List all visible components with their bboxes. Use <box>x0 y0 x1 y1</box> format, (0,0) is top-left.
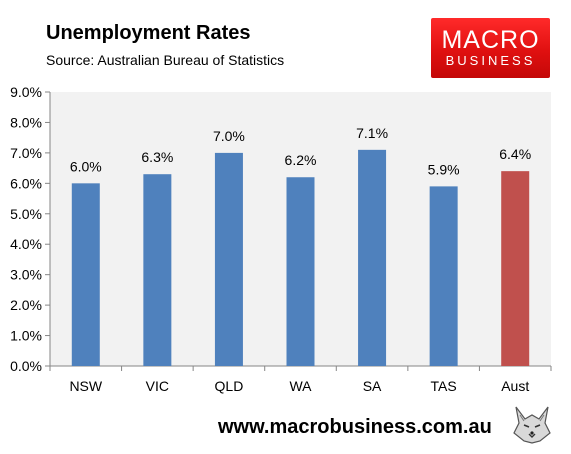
y-tick-label: 0.0% <box>10 358 42 374</box>
bar-nsw <box>71 183 100 366</box>
bar-tas <box>429 186 458 366</box>
x-tick-label: NSW <box>69 378 102 394</box>
x-tick-label: QLD <box>215 378 244 394</box>
y-tick-label: 6.0% <box>10 175 42 191</box>
bar-aust <box>501 171 530 366</box>
data-label: 6.4% <box>499 146 531 162</box>
y-tick-label: 9.0% <box>10 84 42 100</box>
y-tick-label: 8.0% <box>10 114 42 130</box>
x-tick-label: WA <box>289 378 312 394</box>
y-tick-label: 5.0% <box>10 206 42 222</box>
data-label: 7.1% <box>356 125 388 141</box>
footer-url: www.macrobusiness.com.au <box>218 416 492 438</box>
data-label: 7.0% <box>213 128 245 144</box>
y-tick-label: 3.0% <box>10 267 42 283</box>
y-tick-label: 1.0% <box>10 328 42 344</box>
fox-mascot-icon <box>510 403 554 445</box>
data-label: 6.2% <box>285 152 317 168</box>
bar-qld <box>214 152 243 366</box>
chart-title: Unemployment Rates <box>46 22 251 44</box>
y-tick-label: 4.0% <box>10 236 42 252</box>
bar-wa <box>286 177 315 366</box>
bar-vic <box>143 174 172 366</box>
x-tick-label: SA <box>363 378 382 394</box>
x-tick-label: VIC <box>146 378 169 394</box>
bar-sa <box>358 149 387 366</box>
macrobusiness-logo: MACRO BUSINESS <box>431 18 550 78</box>
logo-line-macro: MACRO <box>441 26 540 54</box>
chart-subtitle: Source: Australian Bureau of Statistics <box>46 52 285 68</box>
x-tick-label: Aust <box>501 378 529 394</box>
logo-line-business: BUSINESS <box>445 53 536 68</box>
y-tick-label: 7.0% <box>10 145 42 161</box>
data-label: 5.9% <box>428 161 460 177</box>
x-tick-label: TAS <box>431 378 457 394</box>
y-tick-label: 2.0% <box>10 297 42 313</box>
data-label: 6.0% <box>70 158 102 174</box>
data-label: 6.3% <box>141 149 173 165</box>
